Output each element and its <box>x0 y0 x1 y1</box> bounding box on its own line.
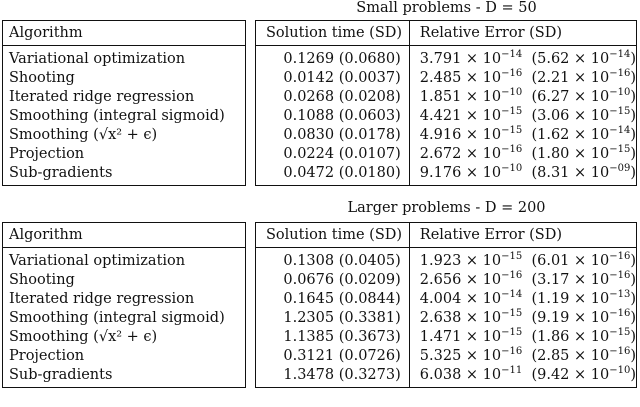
solution-time-cell: 0.1088 (0.0603) <box>255 106 410 125</box>
relative-error-cell: 1.851 × 10−10 (6.27 × 10−10) <box>419 86 636 105</box>
relative-error-cell: 9.176 × 10−10 (8.31 × 10−09) <box>419 162 636 181</box>
relative-error-cell: 3.791 × 10−14 (5.62 × 10−14) <box>419 48 636 67</box>
solution-time-cell: 0.1645 (0.0844) <box>255 289 410 308</box>
algorithm-name: Shooting <box>9 69 75 86</box>
algorithm-name: Shooting <box>9 271 75 288</box>
solution-time-header: Solution time (SD) <box>255 222 410 248</box>
algorithm-name: Sub-gradients <box>9 164 113 181</box>
algorithm-name: Smoothing (√x² + ϵ) <box>9 328 158 345</box>
algorithm-name: Smoothing (integral sigmoid) <box>9 309 225 326</box>
solution-time-cell: 0.1269 (0.0680) <box>255 45 410 68</box>
algorithm-table-small: Algorithm Variational optimization Shoot… <box>2 20 246 186</box>
relative-error-cell: 1.471 × 10−15 (1.86 × 10−15) <box>419 326 636 345</box>
algorithm-name: Variational optimization <box>9 252 186 269</box>
relative-error-header: Relative Error (SD) <box>409 20 637 46</box>
relative-error-header: Relative Error (SD) <box>409 222 637 248</box>
results-table-large: Solution time (SD) Relative Error (SD) 0… <box>255 222 637 388</box>
algorithm-name: Iterated ridge regression <box>9 290 195 307</box>
algorithm-name: Variational optimization <box>9 50 186 67</box>
solution-time-cell: 1.3478 (0.3273) <box>255 365 410 388</box>
algorithm-table-large: Algorithm Variational optimization Shoot… <box>2 222 246 388</box>
algorithm-name: Iterated ridge regression <box>9 88 195 105</box>
relative-error-cell: 4.421 × 10−15 (3.06 × 10−15) <box>419 105 636 124</box>
small-problems-caption: Small problems - D = 50 <box>356 0 537 16</box>
algorithm-name: Sub-gradients <box>9 366 113 383</box>
algorithm-name: Smoothing (√x² + ϵ) <box>9 126 158 143</box>
solution-time-cell: 0.0472 (0.0180) <box>255 163 410 186</box>
solution-time-cell: 0.0830 (0.0178) <box>255 125 410 144</box>
algorithm-name: Projection <box>9 145 85 162</box>
relative-error-cell: 2.638 × 10−15 (9.19 × 10−16) <box>419 307 636 326</box>
larger-problems-caption: Larger problems - D = 200 <box>347 200 546 216</box>
solution-time-cell: 0.0142 (0.0037) <box>255 68 410 87</box>
results-table-small: Solution time (SD) Relative Error (SD) 0… <box>255 20 637 186</box>
relative-error-cell: 2.485 × 10−16 (2.21 × 10−16) <box>419 67 636 86</box>
relative-error-cell: 5.325 × 10−16 (2.85 × 10−16) <box>419 345 636 364</box>
relative-error-cell: 6.038 × 10−11 (9.42 × 10−10) <box>419 364 636 383</box>
algorithm-name: Projection <box>9 347 85 364</box>
solution-time-cell: 0.1308 (0.0405) <box>255 247 410 270</box>
solution-time-cell: 0.0268 (0.0208) <box>255 87 410 106</box>
algorithm-header: Algorithm <box>2 222 246 248</box>
relative-error-cell: 2.672 × 10−16 (1.80 × 10−15) <box>419 143 636 162</box>
algorithm-header: Algorithm <box>2 20 246 46</box>
solution-time-cell: 1.1385 (0.3673) <box>255 327 410 346</box>
relative-error-cell: 1.923 × 10−15 (6.01 × 10−16) <box>419 250 636 269</box>
solution-time-cell: 0.0676 (0.0209) <box>255 270 410 289</box>
solution-time-cell: 1.2305 (0.3381) <box>255 308 410 327</box>
solution-time-cell: 0.3121 (0.0726) <box>255 346 410 365</box>
relative-error-cell: 4.004 × 10−14 (1.19 × 10−13) <box>419 288 636 307</box>
algorithm-name: Smoothing (integral sigmoid) <box>9 107 225 124</box>
relative-error-cell: 4.916 × 10−15 (1.62 × 10−14) <box>419 124 636 143</box>
solution-time-cell: 0.0224 (0.0107) <box>255 144 410 163</box>
solution-time-header: Solution time (SD) <box>255 20 410 46</box>
relative-error-cell: 2.656 × 10−16 (3.17 × 10−16) <box>419 269 636 288</box>
